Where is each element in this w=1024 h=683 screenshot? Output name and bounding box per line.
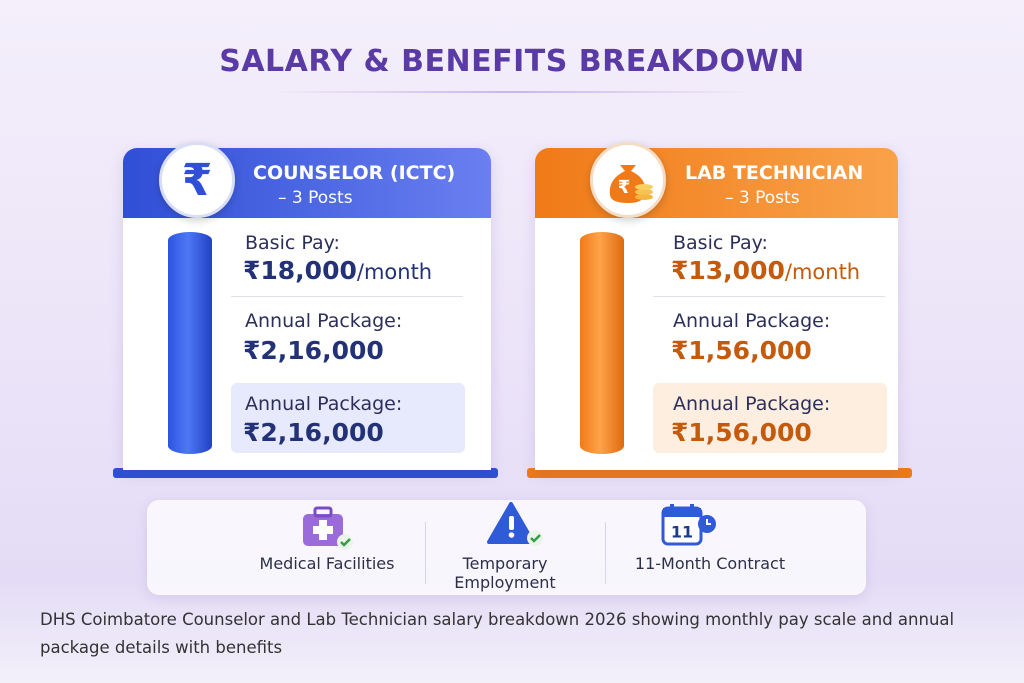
title: SALARY & BENEFITS BREAKDOWN [219,44,805,79]
calendar-number: 11 [671,523,693,542]
highlight-value: ₹1,56,000 [671,418,812,447]
divider [425,522,426,584]
bar-graphic [580,232,624,454]
basic-unit: /month [356,260,433,284]
benefit-label: Medical Facilities [259,554,395,573]
card-title: COUNSELOR (ICTC) [253,162,456,184]
benefit-label: Temporary Employment [454,554,556,592]
highlight-box [653,383,887,453]
separator [231,296,463,297]
highlight-label: Annual Package: [245,393,403,415]
basic-value: ₹13,000/month [671,256,860,285]
caption: DHS Coimbatore Counselor and Lab Technic… [40,610,955,657]
basic-value: ₹18,000/month [243,256,432,285]
card-subtitle: – 3 Posts [725,188,800,208]
basic-label: Basic Pay: [245,232,340,254]
annual-label: Annual Package: [245,310,403,332]
basic-label: Basic Pay: [673,232,768,254]
bag-graphic: ₹ [609,165,653,203]
bar-graphic [168,232,212,454]
annual-value: ₹1,56,000 [671,336,812,365]
rupee-icon: ₹ [159,142,235,218]
icon-symbol: ₹ [618,177,631,198]
title-rule [270,91,754,93]
highlight-label: Annual Package: [673,393,831,415]
icon-symbol: ₹ [181,154,213,206]
divider [605,522,606,584]
basic-amount: ₹18,000 [243,256,357,285]
salary-card: COUNSELOR (ICTC) – 3 Posts Basic Pay: ₹1… [123,148,491,470]
card-title: LAB TECHNICIAN [685,162,864,184]
card-subtitle: – 3 Posts [278,188,353,208]
medical-icon [303,506,353,550]
salary-card: LAB TECHNICIAN – 3 Posts Basic Pay: ₹13,… [535,148,898,470]
benefit-label: 11-Month Contract [634,554,786,573]
highlight-box [231,383,465,453]
basic-unit: /month [784,260,861,284]
card-base [527,468,912,478]
card-base [113,468,498,478]
calendar-icon: 11 [661,504,716,546]
annual-label: Annual Package: [673,310,831,332]
annual-value: ₹2,16,000 [243,336,384,365]
highlight-value: ₹2,16,000 [243,418,384,447]
money-bag-icon: ₹ [590,142,666,218]
benefits-panel: Medical Facilities Temporary Employment … [147,500,866,595]
warning-icon [487,502,543,546]
basic-amount: ₹13,000 [671,256,785,285]
separator [653,296,885,297]
